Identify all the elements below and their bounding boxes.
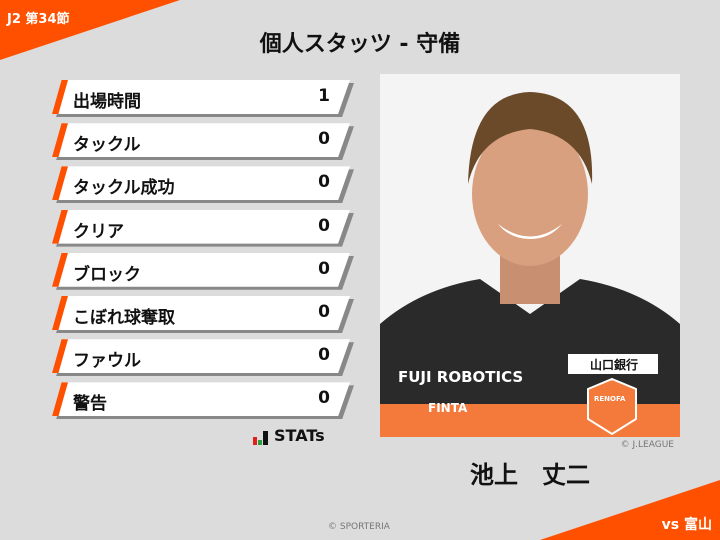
- stat-value: 0: [318, 388, 330, 409]
- player-photo: FUJI ROBOTICS FINTA 山口銀行 RENOFA: [380, 74, 680, 437]
- stat-row: タックル成功 0: [52, 166, 354, 204]
- stat-row: ファウル 0: [52, 339, 354, 377]
- row-bar: [52, 339, 350, 374]
- stat-row: 警告 0: [52, 382, 354, 420]
- stat-label: ブロック: [73, 264, 141, 285]
- copyright: © SPORTERIA: [328, 522, 390, 532]
- kit-brand: FINTA: [428, 401, 468, 415]
- stat-row: ブロック 0: [52, 252, 354, 290]
- stat-label: 出場時間: [73, 92, 141, 112]
- stat-label: タックル成功: [73, 178, 175, 199]
- stat-value: 0: [318, 345, 330, 366]
- stat-label: 警告: [73, 394, 107, 415]
- bank-sponsor: 山口銀行: [590, 357, 638, 372]
- club-crest-icon: [587, 377, 637, 436]
- photo-credit: © J.LEAGUE: [620, 440, 674, 450]
- round-label: J2 第34節: [7, 12, 70, 27]
- stat-row: 出場時間 1: [52, 80, 354, 117]
- stats-logo: STATs: [253, 426, 325, 445]
- stat-label: クリア: [73, 221, 124, 242]
- stat-label: こぼれ球奪取: [73, 308, 175, 328]
- row-bar: [52, 382, 350, 417]
- row-bar: [52, 296, 350, 330]
- row-bar: [52, 252, 350, 287]
- club-crest-text: RENOFA: [594, 395, 626, 403]
- stat-value: 0: [318, 172, 330, 193]
- stat-row: タックル 0: [52, 123, 354, 161]
- shirt-sponsor: FUJI ROBOTICS: [398, 368, 523, 386]
- stat-label: ファウル: [73, 351, 141, 372]
- stat-value: 0: [318, 129, 330, 150]
- opponent-label: vs 富山: [661, 517, 712, 533]
- row-bar: [52, 80, 350, 114]
- row-bar: [52, 166, 350, 201]
- stat-value: 0: [318, 302, 330, 322]
- stat-value: 0: [318, 215, 330, 236]
- stat-value: 0: [318, 258, 330, 279]
- row-bar: [52, 209, 350, 244]
- stat-row: こぼれ球奪取 0: [52, 296, 354, 333]
- row-bar: [52, 123, 350, 158]
- bar-chart-icon: [253, 431, 268, 445]
- player-name: 池上 丈二: [470, 461, 590, 489]
- stat-value: 1: [318, 86, 330, 106]
- stat-row: クリア 0: [52, 209, 354, 247]
- stat-label: タックル: [73, 135, 141, 156]
- page-title: 個人スタッツ - 守備: [259, 32, 461, 57]
- stats-logo-text: STATs: [274, 426, 325, 445]
